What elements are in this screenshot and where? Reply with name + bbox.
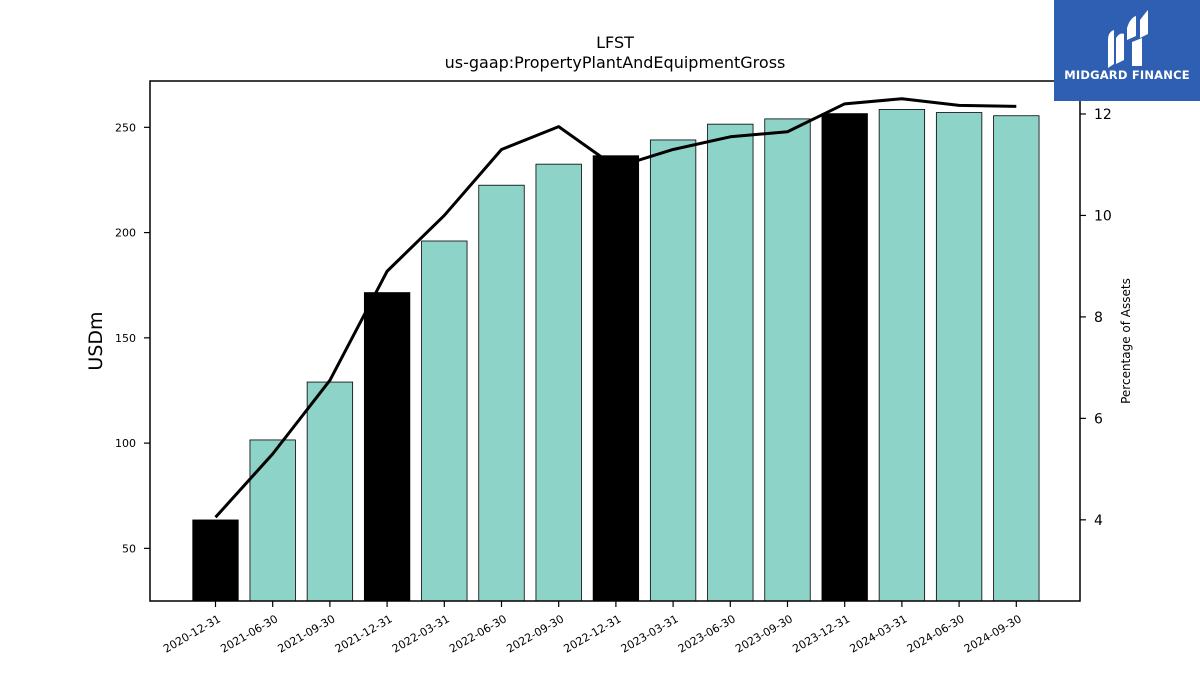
x-tick-label: 2022-06-30 [447, 612, 509, 655]
bar-2023-06-30 [707, 123, 754, 602]
bar-2021-12-31 [363, 292, 411, 602]
bar-2022-09-30 [535, 163, 582, 602]
percentage-of-assets-line [214, 97, 1017, 519]
y-tick-label: 250 [115, 121, 136, 134]
x-tick-label: 2023-06-30 [676, 612, 738, 655]
bar-2024-06-30 [935, 112, 983, 602]
bar-2021-09-30 [306, 381, 354, 602]
x-tick-label: 2021-12-31 [333, 612, 395, 655]
midgard-logo-icon [1108, 10, 1148, 68]
chart-subtitle: us-gaap:PropertyPlantAndEquipmentGross [445, 53, 786, 72]
y2-tick-label: 10 [1094, 208, 1112, 224]
midgard-finance-logo: MIDGARD FINANCE [1054, 0, 1200, 101]
x-tick-label: 2024-03-31 [848, 612, 910, 655]
x-tick-label: 2023-09-30 [733, 612, 795, 655]
bar-2024-09-30 [993, 115, 1040, 602]
y-tick-label: 100 [115, 437, 136, 450]
bar-2020-12-31 [192, 519, 239, 602]
bar-2023-09-30 [764, 118, 811, 602]
logo-text: MIDGARD FINANCE [1064, 68, 1190, 82]
bar-2023-03-31 [649, 139, 697, 602]
x-tick-label: 2021-06-30 [218, 612, 280, 655]
y2-axis-label: Percentage of Assets [1119, 278, 1133, 404]
x-tick-label: 2021-09-30 [276, 612, 338, 655]
y2-tick-label: 4 [1094, 513, 1103, 529]
bar-2022-03-31 [421, 240, 468, 602]
bar-2023-12-31 [821, 113, 868, 602]
y2-tick-label: 12 [1094, 107, 1112, 123]
x-tick-label: 2020-12-31 [161, 612, 223, 655]
chart-title: LFST [596, 33, 634, 52]
x-tick-label: 2022-03-31 [390, 612, 452, 655]
y2-tick-label: 8 [1094, 310, 1103, 326]
bar-2022-06-30 [478, 184, 525, 602]
x-tick-label: 2023-12-31 [790, 612, 852, 655]
x-tick-label: 2024-06-30 [905, 612, 967, 655]
plot-frame [149, 80, 1081, 602]
x-tick-label: 2022-12-31 [562, 612, 624, 655]
x-tick-label: 2022-09-30 [504, 612, 566, 655]
bar-2024-03-31 [878, 109, 926, 602]
x-tick-label: 2023-03-31 [619, 612, 681, 655]
bar-2022-12-31 [592, 155, 640, 602]
y-axis-label: USDm [85, 311, 107, 370]
y-tick-label: 200 [115, 227, 136, 240]
bar-2021-06-30 [249, 439, 296, 602]
x-tick-label: 2024-09-30 [962, 612, 1024, 655]
y-tick-label: 50 [122, 542, 136, 555]
y2-tick-label: 6 [1094, 411, 1103, 427]
y-tick-label: 150 [115, 332, 136, 345]
